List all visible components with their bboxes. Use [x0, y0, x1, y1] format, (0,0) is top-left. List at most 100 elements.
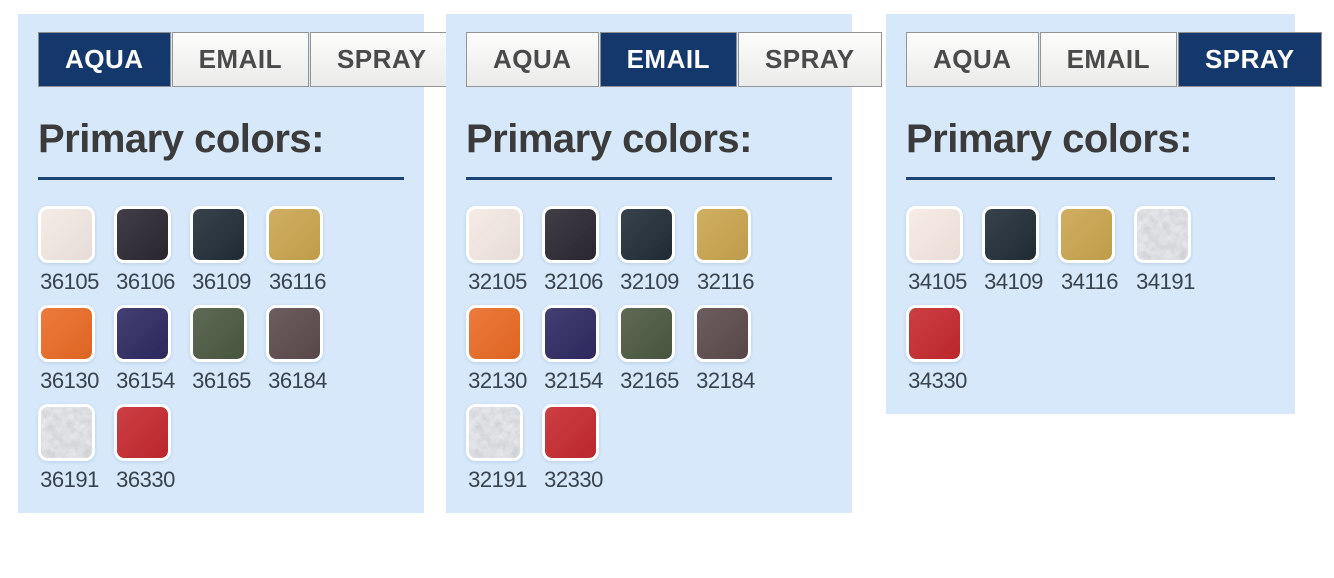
swatch-cell: 36109	[190, 206, 253, 295]
tab-email[interactable]: EMAIL	[599, 32, 737, 87]
swatch-code: 32130	[468, 368, 527, 393]
color-swatch-36165[interactable]	[190, 305, 247, 362]
swatch-cell: 32184	[694, 305, 757, 394]
swatch-cell: 32106	[542, 206, 605, 295]
color-swatch-36330[interactable]	[114, 404, 171, 461]
color-swatch-32154[interactable]	[542, 305, 599, 362]
swatch-code: 36154	[116, 368, 175, 393]
swatch-cell: 34191	[1134, 206, 1197, 295]
swatch-cell: 32130	[466, 305, 529, 394]
color-swatch-32105[interactable]	[466, 206, 523, 263]
color-swatch-32184[interactable]	[694, 305, 751, 362]
heading-rule	[466, 177, 832, 180]
color-swatch-32191[interactable]	[466, 404, 523, 461]
color-panel: AQUA EMAIL SPRAY Primary colors: 34105 3410…	[886, 14, 1322, 414]
swatch-code: 32116	[696, 269, 755, 294]
color-swatch-32330[interactable]	[542, 404, 599, 461]
tab-aqua[interactable]: AQUA	[38, 32, 171, 87]
swatch-cell: 34109	[982, 206, 1045, 295]
color-swatch-32109[interactable]	[618, 206, 675, 263]
tab-aqua[interactable]: AQUA	[466, 32, 599, 87]
swatch-cell: 32165	[618, 305, 681, 394]
swatch-code: 32154	[544, 368, 603, 393]
heading-rule	[906, 177, 1275, 180]
tab-spray[interactable]: SPRAY	[309, 32, 454, 87]
swatch-code: 32165	[620, 368, 679, 393]
swatch-cell: 36105	[38, 206, 101, 295]
page-title: Primary colors:	[38, 117, 324, 161]
swatch-cell: 36165	[190, 305, 253, 394]
panels: AQUA EMAIL SPRAY Primary colors: 36105 3610…	[18, 14, 1322, 513]
tabs: AQUA EMAIL SPRAY	[906, 32, 1322, 87]
swatch-code: 36184	[268, 368, 327, 393]
page-title: Primary colors:	[906, 117, 1192, 161]
swatch-cell: 36106	[114, 206, 177, 295]
color-swatch-34191[interactable]	[1134, 206, 1191, 263]
swatch-code: 32184	[696, 368, 755, 393]
swatch-code: 36130	[40, 368, 99, 393]
swatch-cell: 32105	[466, 206, 529, 295]
color-swatch-32116[interactable]	[694, 206, 751, 263]
color-swatch-32106[interactable]	[542, 206, 599, 263]
swatch-code: 34330	[908, 368, 967, 393]
tab-aqua[interactable]: AQUA	[906, 32, 1039, 87]
color-swatch-34116[interactable]	[1058, 206, 1115, 263]
metallic-texture	[1137, 209, 1188, 260]
swatch-code: 36165	[192, 368, 251, 393]
color-swatch-36191[interactable]	[38, 404, 95, 461]
color-swatch-36109[interactable]	[190, 206, 247, 263]
tab-spray[interactable]: SPRAY	[1177, 32, 1322, 87]
swatch-cell: 36116	[266, 206, 329, 295]
swatch-code: 32106	[544, 269, 603, 294]
swatch-code: 36105	[40, 269, 99, 294]
swatch-cell: 34105	[906, 206, 969, 295]
tabs: AQUA EMAIL SPRAY	[466, 32, 882, 87]
color-panel: AQUA EMAIL SPRAY Primary colors: 32105 3210…	[446, 14, 882, 513]
swatch-cell: 36191	[38, 404, 101, 493]
swatch-grid: 36105 36106 36109 36116 36130 36154 36165 36184…	[38, 206, 404, 493]
swatch-cell: 32109	[618, 206, 681, 295]
color-swatch-34330[interactable]	[906, 305, 963, 362]
color-swatch-36105[interactable]	[38, 206, 95, 263]
color-swatch-32165[interactable]	[618, 305, 675, 362]
color-panel: AQUA EMAIL SPRAY Primary colors: 36105 3610…	[18, 14, 454, 513]
color-swatch-36106[interactable]	[114, 206, 171, 263]
color-swatch-36116[interactable]	[266, 206, 323, 263]
tab-spray[interactable]: SPRAY	[737, 32, 882, 87]
swatch-cell: 36130	[38, 305, 101, 394]
swatch-cell: 36184	[266, 305, 329, 394]
color-swatch-34109[interactable]	[982, 206, 1039, 263]
swatch-cell: 34330	[906, 305, 969, 394]
tab-email[interactable]: EMAIL	[171, 32, 309, 87]
tab-email[interactable]: EMAIL	[1039, 32, 1177, 87]
metallic-texture	[41, 407, 92, 458]
swatch-code: 34191	[1136, 269, 1195, 294]
swatch-code: 34105	[908, 269, 967, 294]
swatch-cell: 36154	[114, 305, 177, 394]
metallic-texture	[469, 407, 520, 458]
swatch-code: 34116	[1060, 269, 1119, 294]
swatch-code: 36106	[116, 269, 175, 294]
tabs: AQUA EMAIL SPRAY	[38, 32, 454, 87]
swatch-grid: 34105 34109 34116 34191 34330	[906, 206, 1275, 394]
swatch-code: 32109	[620, 269, 679, 294]
swatch-code: 36116	[268, 269, 327, 294]
page-title: Primary colors:	[466, 117, 752, 161]
swatch-code: 36109	[192, 269, 251, 294]
color-swatch-32130[interactable]	[466, 305, 523, 362]
color-swatch-34105[interactable]	[906, 206, 963, 263]
swatch-cell: 32116	[694, 206, 757, 295]
color-swatch-36130[interactable]	[38, 305, 95, 362]
swatch-cell: 32330	[542, 404, 605, 493]
swatch-code: 36191	[40, 467, 99, 492]
swatch-code: 32105	[468, 269, 527, 294]
swatch-cell: 32154	[542, 305, 605, 394]
swatch-cell: 34116	[1058, 206, 1121, 295]
heading-rule	[38, 177, 404, 180]
color-swatch-36154[interactable]	[114, 305, 171, 362]
swatch-code: 34109	[984, 269, 1043, 294]
swatch-cell: 36330	[114, 404, 177, 493]
swatch-cell: 32191	[466, 404, 529, 493]
swatch-code: 36330	[116, 467, 175, 492]
color-swatch-36184[interactable]	[266, 305, 323, 362]
